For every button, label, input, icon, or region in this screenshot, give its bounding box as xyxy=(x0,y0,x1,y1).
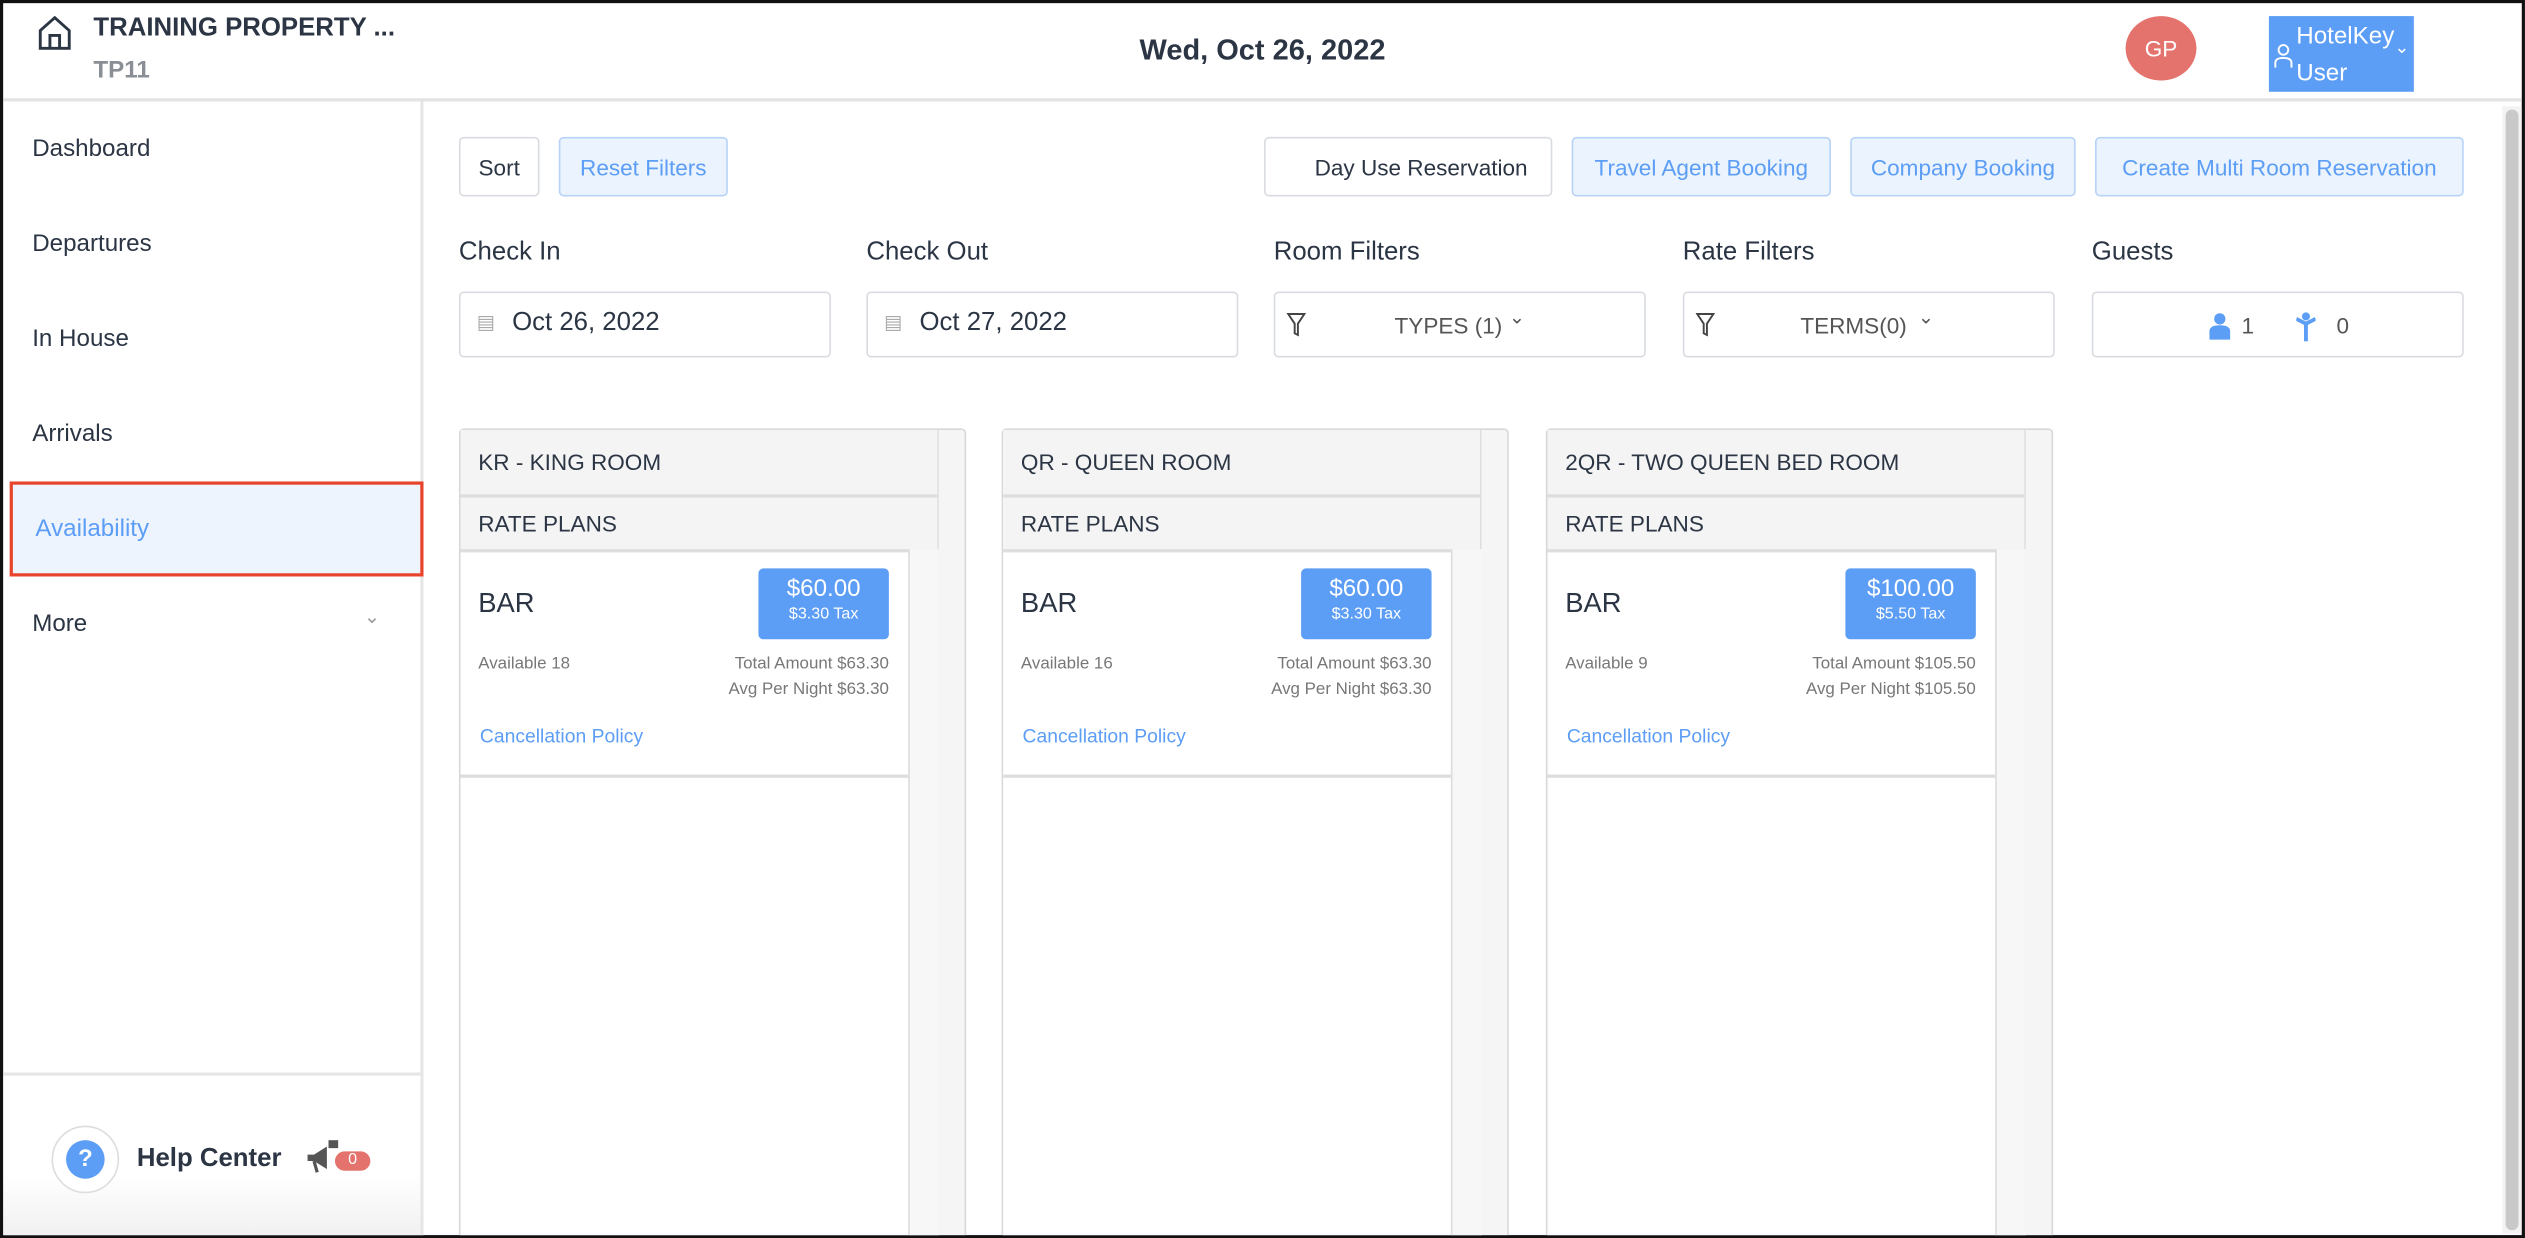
adult-icon xyxy=(2209,313,2231,340)
room-card: 2QR - TWO QUEEN BED ROOM RATE PLANS BAR … xyxy=(1545,428,2054,1236)
check-in-value: Oct 26, 2022 xyxy=(512,309,660,337)
top-header: TRAINING PROPERTY ... TP11 Wed, Oct 26, … xyxy=(3,3,2522,102)
rate-price-button[interactable]: $100.00 $5.50 Tax xyxy=(1845,568,1976,640)
chevron-down-icon: ⌄ xyxy=(1508,305,1526,329)
check-out-value: Oct 27, 2022 xyxy=(919,309,1068,337)
cancellation-policy-link[interactable]: Cancellation Policy xyxy=(1566,724,1731,748)
sidebar-item-dashboard[interactable]: Dashboard xyxy=(32,135,151,163)
rate-plan-name: BAR xyxy=(478,587,535,619)
check-in-field[interactable]: ▤ Oct 26, 2022 xyxy=(458,291,831,358)
rate-plans-heading: RATE PLANS xyxy=(460,497,938,553)
chevron-down-icon: ⌄ xyxy=(1917,305,1935,329)
user-name-line1: HotelKey xyxy=(2296,22,2395,50)
room-card: KR - KING ROOM RATE PLANS BAR $60.00 $3.… xyxy=(458,428,967,1236)
check-out-field[interactable]: ▤ Oct 27, 2022 xyxy=(866,291,1239,358)
available-count: Available 9 xyxy=(1565,653,1648,674)
rate-plans-heading: RATE PLANS xyxy=(1547,497,2025,553)
rate-filters-dropdown[interactable]: TERMS(0) ⌄ xyxy=(1682,291,2055,358)
megaphone-icon[interactable] xyxy=(304,1140,343,1175)
room-card: QR - QUEEN ROOM RATE PLANS BAR $60.00 $3… xyxy=(1001,428,1509,1236)
available-count: Available 18 xyxy=(478,653,571,674)
cancellation-policy-link[interactable]: Cancellation Policy xyxy=(479,724,644,748)
avg-per-night: Avg Per Night $63.30 xyxy=(1271,679,1432,699)
sidebar-item-in-house[interactable]: In House xyxy=(32,325,129,353)
card-scrollbar[interactable] xyxy=(1995,549,2026,1236)
avg-per-night: Avg Per Night $105.50 xyxy=(1806,679,1976,699)
question-icon: ? xyxy=(66,1140,105,1179)
sidebar-item-arrivals[interactable]: Arrivals xyxy=(32,420,113,448)
total-amount: Total Amount $63.30 xyxy=(734,653,889,674)
travel-agent-booking-button[interactable]: Travel Agent Booking xyxy=(1571,136,1831,197)
check-out-label: Check Out xyxy=(866,238,989,266)
rate-price-button[interactable]: $60.00 $3.30 Tax xyxy=(1301,568,1432,640)
rate-plan-item[interactable]: BAR $60.00 $3.30 Tax Available 16 Total … xyxy=(1003,552,1453,778)
cancellation-policy-link[interactable]: Cancellation Policy xyxy=(1022,724,1186,748)
room-filters-dropdown[interactable]: TYPES (1) ⌄ xyxy=(1273,291,1646,358)
chevron-down-icon: ⌄ xyxy=(363,605,381,629)
sidebar: Dashboard Departures In House Arrivals A… xyxy=(3,101,424,1236)
user-name-line2: User xyxy=(2296,59,2348,87)
sidebar-item-label: More xyxy=(32,610,88,638)
rate-tax: $3.30 Tax xyxy=(1331,605,1402,624)
guests-field[interactable]: 1 0 xyxy=(2091,291,2464,358)
day-use-reservation-button[interactable]: Day Use Reservation xyxy=(1264,136,1553,197)
rate-price: $100.00 xyxy=(1866,574,1955,603)
sidebar-item-departures[interactable]: Departures xyxy=(32,230,152,258)
property-code: TP11 xyxy=(93,56,150,84)
rate-plan-name: BAR xyxy=(1020,587,1078,619)
room-title: 2QR - TWO QUEEN BED ROOM xyxy=(1547,429,2025,498)
user-icon xyxy=(2274,44,2293,68)
room-filters-label: Room Filters xyxy=(1273,238,1420,266)
rate-plans-heading: RATE PLANS xyxy=(1003,497,1480,553)
rate-price: $60.00 xyxy=(1329,574,1404,603)
notification-badge: 0 xyxy=(334,1151,371,1171)
room-filters-value: TYPES (1) xyxy=(1394,312,1503,339)
child-icon xyxy=(2296,312,2316,342)
avg-per-night: Avg Per Night $63.30 xyxy=(728,679,889,699)
calendar-icon: ▤ xyxy=(884,310,903,334)
room-title: KR - KING ROOM xyxy=(460,429,938,498)
available-count: Available 16 xyxy=(1020,653,1113,674)
total-amount: Total Amount $105.50 xyxy=(1812,653,1976,674)
user-menu-button[interactable]: HotelKey User ⌄ xyxy=(2268,16,2414,92)
sort-button[interactable]: Sort xyxy=(458,136,540,197)
business-date: Wed, Oct 26, 2022 xyxy=(1139,33,1386,67)
page-scrollbar-thumb[interactable] xyxy=(2505,109,2519,1231)
chevron-down-icon: ⌄ xyxy=(2394,38,2410,58)
rate-plan-item[interactable]: BAR $100.00 $5.50 Tax Available 9 Total … xyxy=(1547,552,1997,778)
filter-icon xyxy=(1286,313,1306,337)
help-button[interactable]: ? xyxy=(51,1125,120,1194)
rate-filters-value: TERMS(0) xyxy=(1800,312,1907,339)
children-count: 0 xyxy=(2336,312,2350,339)
card-scrollbar[interactable] xyxy=(908,549,939,1236)
total-amount: Total Amount $63.30 xyxy=(1277,653,1432,674)
check-in-label: Check In xyxy=(458,238,561,266)
home-icon[interactable] xyxy=(35,13,74,52)
help-center[interactable]: ? Help Center 0 xyxy=(3,1072,421,1236)
reset-filters-button[interactable]: Reset Filters xyxy=(558,136,728,197)
rate-filters-label: Rate Filters xyxy=(1682,238,1815,266)
card-scrollbar[interactable] xyxy=(1450,549,1482,1236)
adults-count: 1 xyxy=(2241,312,2255,339)
rate-tax: $5.50 Tax xyxy=(1875,605,1946,624)
help-center-label: Help Center xyxy=(136,1144,282,1173)
sidebar-item-more[interactable]: More ⌄ xyxy=(3,576,420,671)
create-multi-room-button[interactable]: Create Multi Room Reservation xyxy=(2095,136,2464,197)
rate-price: $60.00 xyxy=(786,574,861,603)
rate-tax: $3.30 Tax xyxy=(788,605,859,624)
calendar-icon: ▤ xyxy=(476,310,495,334)
room-title: QR - QUEEN ROOM xyxy=(1003,429,1480,498)
sidebar-item-availability[interactable]: Availability xyxy=(9,481,424,577)
guests-label: Guests xyxy=(2091,238,2174,266)
rate-price-button[interactable]: $60.00 $3.30 Tax xyxy=(758,568,889,640)
property-name[interactable]: TRAINING PROPERTY ... xyxy=(93,14,395,42)
rate-plan-name: BAR xyxy=(1565,587,1622,619)
company-booking-button[interactable]: Company Booking xyxy=(1850,136,2076,197)
avatar[interactable]: GP xyxy=(2125,16,2197,81)
filter-icon xyxy=(1695,313,1715,337)
rate-plan-item[interactable]: BAR $60.00 $3.30 Tax Available 18 Total … xyxy=(460,552,910,778)
